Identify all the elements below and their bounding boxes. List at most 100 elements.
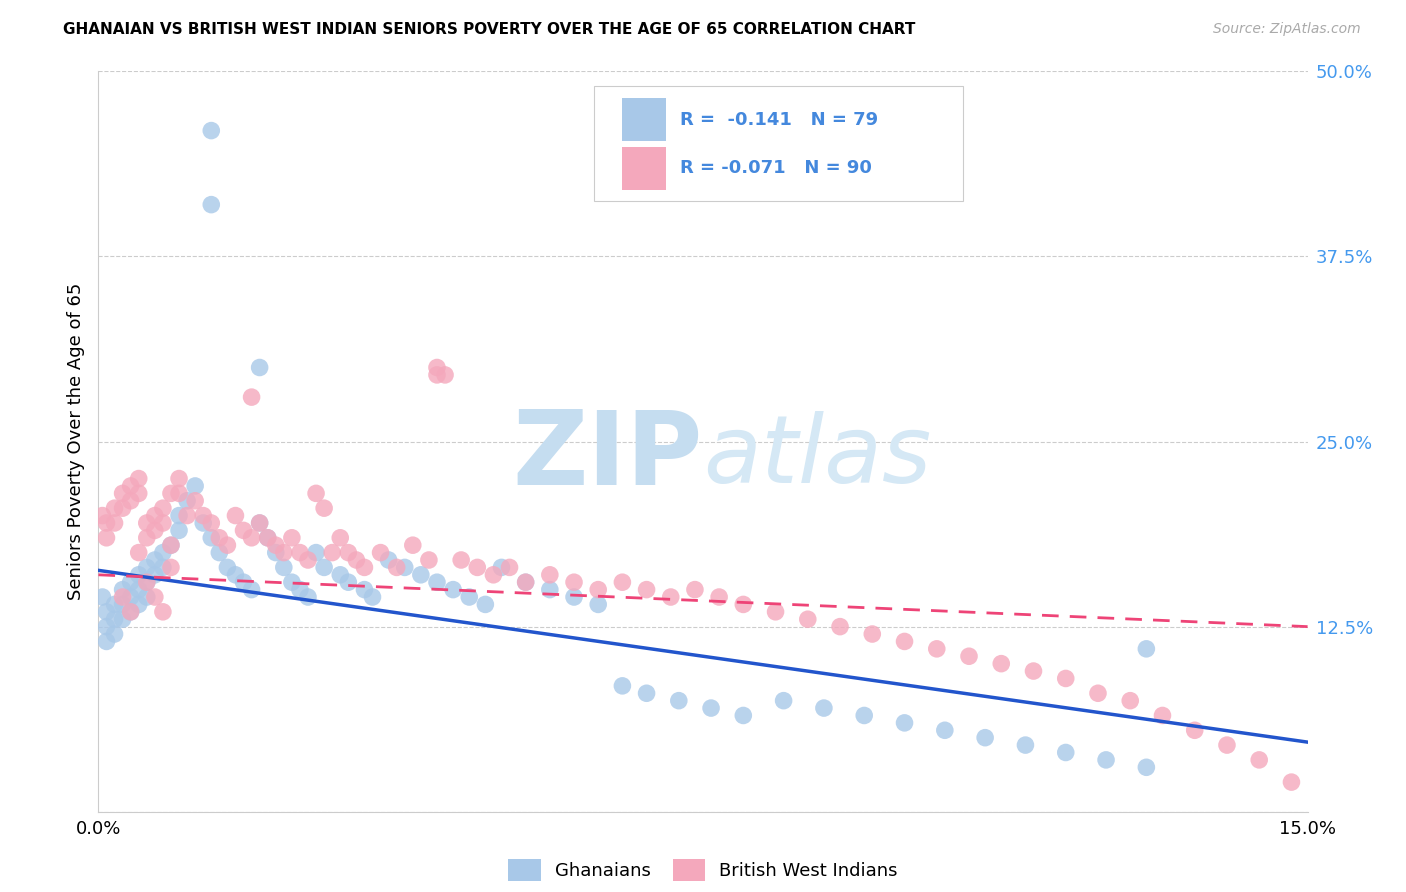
Point <box>160 560 183 574</box>
Point <box>249 516 271 530</box>
Point <box>135 590 157 604</box>
Point <box>321 546 343 560</box>
Point <box>96 634 118 648</box>
Point <box>160 486 183 500</box>
Point <box>240 531 263 545</box>
Point <box>120 493 142 508</box>
Point <box>765 605 787 619</box>
Point <box>200 123 222 137</box>
Point <box>249 516 271 530</box>
Point <box>1054 672 1077 686</box>
Text: R = -0.071   N = 90: R = -0.071 N = 90 <box>681 160 872 178</box>
Point <box>498 560 520 574</box>
Point <box>128 582 150 597</box>
Point <box>337 546 360 560</box>
Point <box>256 531 278 545</box>
Point <box>586 582 609 597</box>
Point <box>103 627 125 641</box>
Point <box>612 679 634 693</box>
Point <box>668 694 690 708</box>
Point <box>659 590 682 604</box>
Point <box>297 553 319 567</box>
Point <box>377 553 399 567</box>
Point <box>143 567 166 582</box>
Point <box>143 508 166 523</box>
FancyBboxPatch shape <box>595 87 963 201</box>
Point <box>813 701 835 715</box>
Point <box>91 590 114 604</box>
Point <box>344 553 367 567</box>
Text: Source: ZipAtlas.com: Source: ZipAtlas.com <box>1213 22 1361 37</box>
Point <box>143 590 166 604</box>
Point <box>465 560 488 574</box>
Point <box>860 627 883 641</box>
Point <box>337 575 360 590</box>
Point <box>707 590 730 604</box>
Point <box>418 553 440 567</box>
Point <box>426 575 449 590</box>
Point <box>103 516 125 530</box>
Point <box>305 546 328 560</box>
Point <box>562 575 585 590</box>
Point <box>288 582 311 597</box>
FancyBboxPatch shape <box>621 98 665 142</box>
Point <box>281 531 304 545</box>
Point <box>1095 753 1118 767</box>
Point <box>893 715 915 730</box>
Point <box>1119 694 1142 708</box>
Point <box>1135 760 1157 774</box>
Point <box>167 524 190 538</box>
Point <box>934 723 956 738</box>
Point <box>200 516 222 530</box>
Point <box>111 501 134 516</box>
Point <box>482 567 505 582</box>
Text: R =  -0.141   N = 79: R = -0.141 N = 79 <box>681 111 879 129</box>
Point <box>143 553 166 567</box>
Point <box>128 546 150 560</box>
Point <box>111 612 134 626</box>
Text: ZIP: ZIP <box>513 406 703 507</box>
Point <box>636 686 658 700</box>
Point <box>143 524 166 538</box>
Point <box>329 531 352 545</box>
Point <box>828 619 851 633</box>
Point <box>232 524 254 538</box>
Point <box>152 501 174 516</box>
Point <box>394 560 416 574</box>
Point <box>111 598 134 612</box>
Point <box>111 590 134 604</box>
Point <box>256 531 278 545</box>
Point <box>200 531 222 545</box>
Point <box>1054 746 1077 760</box>
Point <box>193 516 215 530</box>
Point <box>128 598 150 612</box>
Point <box>176 493 198 508</box>
Point <box>562 590 585 604</box>
Point <box>426 360 449 375</box>
Point <box>193 508 215 523</box>
Point <box>925 641 948 656</box>
Point <box>249 360 271 375</box>
Point <box>370 546 392 560</box>
Point <box>128 567 150 582</box>
Point <box>353 582 375 597</box>
Point <box>353 560 375 574</box>
Point <box>135 575 157 590</box>
Point <box>733 708 755 723</box>
Text: atlas: atlas <box>703 411 931 502</box>
Point <box>586 598 609 612</box>
Point <box>1135 641 1157 656</box>
Point <box>893 634 915 648</box>
Point <box>217 560 239 574</box>
Point <box>120 605 142 619</box>
Point <box>160 538 183 552</box>
Point <box>409 567 432 582</box>
Point <box>515 575 537 590</box>
Point <box>402 538 425 552</box>
Point <box>612 575 634 590</box>
Point <box>273 546 295 560</box>
Point <box>329 567 352 582</box>
Point <box>1249 753 1271 767</box>
Point <box>152 605 174 619</box>
Point <box>135 560 157 574</box>
